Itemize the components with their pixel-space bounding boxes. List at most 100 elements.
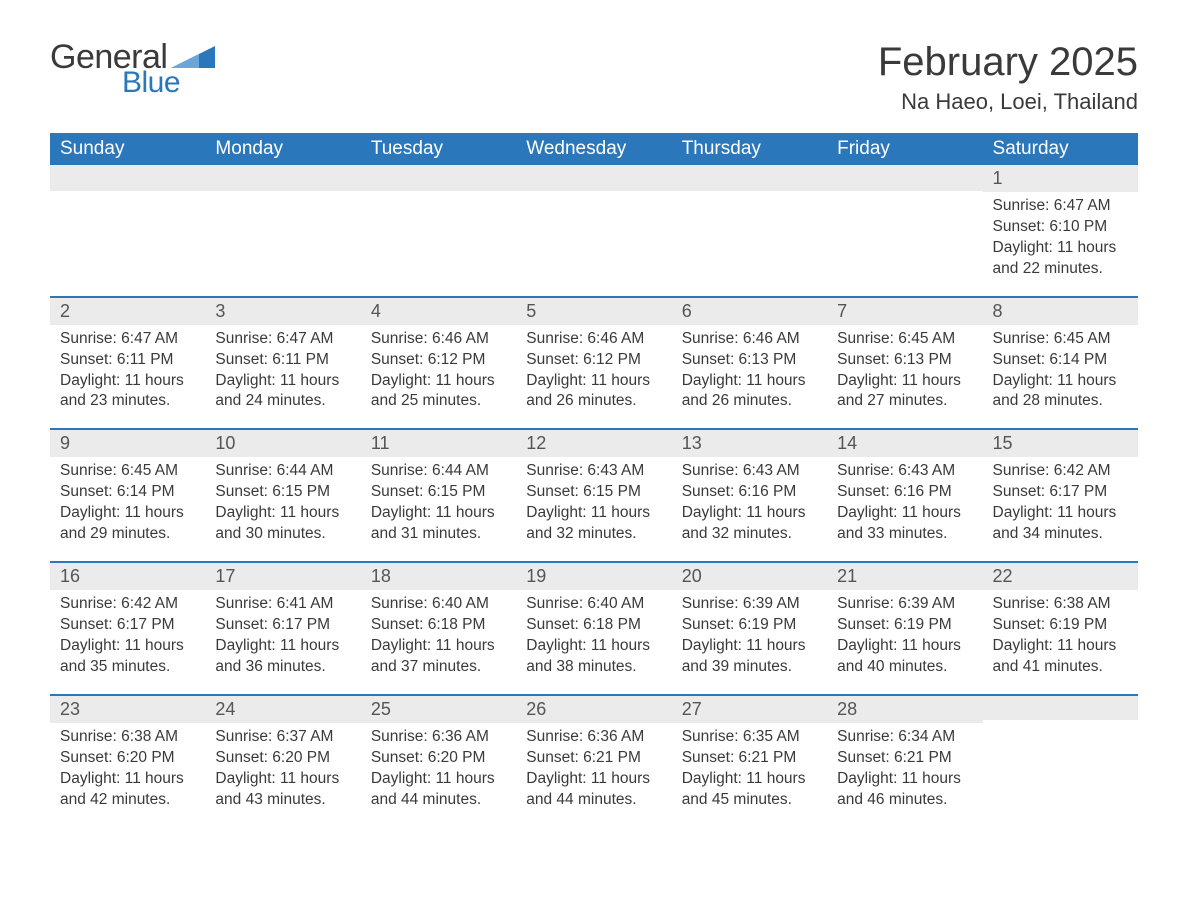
- sunset-line: Sunset: 6:21 PM: [682, 749, 797, 766]
- calendar-week-row: 23Sunrise: 6:38 AMSunset: 6:20 PMDayligh…: [50, 694, 1138, 827]
- calendar-day-cell: 20Sunrise: 6:39 AMSunset: 6:19 PMDayligh…: [672, 561, 827, 694]
- sunset-line: Sunset: 6:19 PM: [993, 616, 1108, 633]
- daylight-line: Daylight: 11 hours and 40 minutes.: [837, 637, 961, 675]
- day-data: Sunrise: 6:45 AMSunset: 6:13 PMDaylight:…: [827, 325, 982, 429]
- sunrise-line: Sunrise: 6:40 AM: [371, 595, 489, 612]
- sunset-line: Sunset: 6:14 PM: [993, 351, 1108, 368]
- calendar-day-cell: 16Sunrise: 6:42 AMSunset: 6:17 PMDayligh…: [50, 561, 205, 694]
- sunset-line: Sunset: 6:15 PM: [371, 483, 486, 500]
- day-number: 13: [672, 428, 827, 457]
- daylight-line: Daylight: 11 hours and 22 minutes.: [993, 239, 1117, 277]
- weekday-header: Friday: [827, 133, 982, 165]
- sunrise-line: Sunrise: 6:47 AM: [993, 197, 1111, 214]
- calendar-day-cell: 19Sunrise: 6:40 AMSunset: 6:18 PMDayligh…: [516, 561, 671, 694]
- day-data: Sunrise: 6:41 AMSunset: 6:17 PMDaylight:…: [205, 590, 360, 694]
- sunrise-line: Sunrise: 6:35 AM: [682, 728, 800, 745]
- day-number: 16: [50, 561, 205, 590]
- day-data: Sunrise: 6:37 AMSunset: 6:20 PMDaylight:…: [205, 723, 360, 827]
- brand-word-2: Blue: [122, 68, 215, 98]
- daylight-line: Daylight: 11 hours and 28 minutes.: [993, 372, 1117, 410]
- day-data: Sunrise: 6:39 AMSunset: 6:19 PMDaylight:…: [827, 590, 982, 694]
- sunrise-line: Sunrise: 6:44 AM: [215, 462, 333, 479]
- day-data: Sunrise: 6:40 AMSunset: 6:18 PMDaylight:…: [516, 590, 671, 694]
- day-number: 22: [983, 561, 1138, 590]
- calendar-day-cell: 23Sunrise: 6:38 AMSunset: 6:20 PMDayligh…: [50, 694, 205, 827]
- day-data: Sunrise: 6:35 AM Sunset: 6:21 PM Daylight:…: [672, 723, 827, 827]
- day-number: 20: [672, 561, 827, 590]
- calendar-empty-cell: [50, 165, 205, 296]
- day-data: Sunrise: 6:43 AMSunset: 6:15 PMDaylight:…: [516, 457, 671, 561]
- day-number: 21: [827, 561, 982, 590]
- sunrise-line: Sunrise: 6:46 AM: [682, 330, 800, 347]
- day-data: Sunrise: 6:39 AMSunset: 6:19 PMDaylight:…: [672, 590, 827, 694]
- calendar-day-cell: 24Sunrise: 6:37 AMSunset: 6:20 PMDayligh…: [205, 694, 360, 827]
- day-data: Sunrise: 6:36 AMSunset: 6:20 PMDaylight:…: [361, 723, 516, 827]
- daylight-line: Daylight: 11 hours and 44 minutes.: [526, 770, 650, 808]
- day-data: Sunrise: 6:46 AM Sunset: 6:12 PM Daylight:…: [516, 325, 671, 429]
- day-number: 23: [50, 694, 205, 723]
- sunset-line: Sunset: 6:16 PM: [682, 483, 797, 500]
- calendar-day-cell: 7Sunrise: 6:45 AMSunset: 6:13 PMDaylight…: [827, 296, 982, 429]
- sunrise-line: Sunrise: 6:34 AM: [837, 728, 955, 745]
- sunrise-line: Sunrise: 6:47 AM: [215, 330, 333, 347]
- daylight-line: Daylight: 11 hours and 45 minutes.: [682, 770, 806, 808]
- day-data: Sunrise: 6:43 AMSunset: 6:16 PMDaylight:…: [672, 457, 827, 561]
- daylight-line: Daylight: 11 hours and 26 minutes.: [526, 372, 650, 410]
- empty-day-number: [827, 165, 982, 191]
- daylight-line: Daylight: 11 hours and 32 minutes.: [682, 504, 806, 542]
- day-data: Sunrise: 6:46 AMSunset: 6:13 PMDaylight:…: [672, 325, 827, 429]
- calendar-empty-cell: [983, 694, 1138, 827]
- calendar-table: SundayMondayTuesdayWednesdayThursdayFrid…: [50, 133, 1138, 826]
- daylight-line: Daylight: 11 hours and 30 minutes.: [215, 504, 339, 542]
- day-number: 2: [50, 296, 205, 325]
- day-number: 1: [983, 165, 1138, 192]
- daylight-line: Daylight: 11 hours and 26 minutes.: [682, 372, 806, 410]
- sunrise-line: Sunrise: 6:39 AM: [837, 595, 955, 612]
- calendar-day-cell: 25Sunrise: 6:36 AMSunset: 6:20 PMDayligh…: [361, 694, 516, 827]
- daylight-line: Daylight: 11 hours and 39 minutes.: [682, 637, 806, 675]
- day-number: 28: [827, 694, 982, 723]
- sunrise-line: Sunrise: 6:36 AM: [371, 728, 489, 745]
- sunset-line: Sunset: 6:17 PM: [215, 616, 330, 633]
- day-number: 26: [516, 694, 671, 723]
- daylight-line: Daylight: 11 hours and 33 minutes.: [837, 504, 961, 542]
- calendar-day-cell: 10Sunrise: 6:44 AMSunset: 6:15 PMDayligh…: [205, 428, 360, 561]
- sunrise-line: Sunrise: 6:43 AM: [526, 462, 644, 479]
- empty-day-number: [672, 165, 827, 191]
- empty-day-number: [983, 694, 1138, 720]
- sunset-line: Sunset: 6:15 PM: [215, 483, 330, 500]
- sunset-line: Sunset: 6:17 PM: [60, 616, 175, 633]
- calendar-week-row: 16Sunrise: 6:42 AMSunset: 6:17 PMDayligh…: [50, 561, 1138, 694]
- empty-day-number: [50, 165, 205, 191]
- page-header: General Blue February 2025 Na Haeo, Loei…: [50, 40, 1138, 115]
- day-number: 11: [361, 428, 516, 457]
- sunrise-line: Sunrise: 6:36 AM: [526, 728, 644, 745]
- day-data: Sunrise: 6:38 AMSunset: 6:20 PMDaylight:…: [50, 723, 205, 827]
- day-data: Sunrise: 6:36 AMSunset: 6:21 PMDaylight:…: [516, 723, 671, 827]
- daylight-line: Daylight: 11 hours and 34 minutes.: [993, 504, 1117, 542]
- sunrise-line: Sunrise: 6:38 AM: [60, 728, 178, 745]
- sunset-line: Sunset: 6:12 PM: [526, 351, 641, 368]
- daylight-line: Daylight: 11 hours and 25 minutes.: [371, 372, 495, 410]
- daylight-line: Daylight: 11 hours and 46 minutes.: [837, 770, 961, 808]
- title-block: February 2025 Na Haeo, Loei, Thailand: [878, 40, 1138, 115]
- weekday-header: Sunday: [50, 133, 205, 165]
- daylight-line: Daylight: 11 hours and 41 minutes.: [993, 637, 1117, 675]
- sunrise-line: Sunrise: 6:37 AM: [215, 728, 333, 745]
- day-number: 5: [516, 296, 671, 325]
- sunset-line: Sunset: 6:17 PM: [993, 483, 1108, 500]
- sunset-line: Sunset: 6:21 PM: [837, 749, 952, 766]
- calendar-day-cell: 21Sunrise: 6:39 AMSunset: 6:19 PMDayligh…: [827, 561, 982, 694]
- weekday-header-row: SundayMondayTuesdayWednesdayThursdayFrid…: [50, 133, 1138, 165]
- daylight-line: Daylight: 11 hours and 24 minutes.: [215, 372, 339, 410]
- day-data: Sunrise: 6:34 AM Sunset: 6:21 PM Daylight:…: [827, 723, 982, 827]
- calendar-day-cell: 18Sunrise: 6:40 AMSunset: 6:18 PMDayligh…: [361, 561, 516, 694]
- sunrise-line: Sunrise: 6:46 AM: [526, 330, 644, 347]
- calendar-week-row: 9Sunrise: 6:45 AMSunset: 6:14 PMDaylight…: [50, 428, 1138, 561]
- day-data: Sunrise: 6:40 AMSunset: 6:18 PMDaylight:…: [361, 590, 516, 694]
- sunrise-line: Sunrise: 6:39 AM: [682, 595, 800, 612]
- calendar-day-cell: 13Sunrise: 6:43 AMSunset: 6:16 PMDayligh…: [672, 428, 827, 561]
- day-data: Sunrise: 6:42 AMSunset: 6:17 PMDaylight:…: [50, 590, 205, 694]
- weekday-header: Saturday: [983, 133, 1138, 165]
- calendar-day-cell: 9Sunrise: 6:45 AMSunset: 6:14 PMDaylight…: [50, 428, 205, 561]
